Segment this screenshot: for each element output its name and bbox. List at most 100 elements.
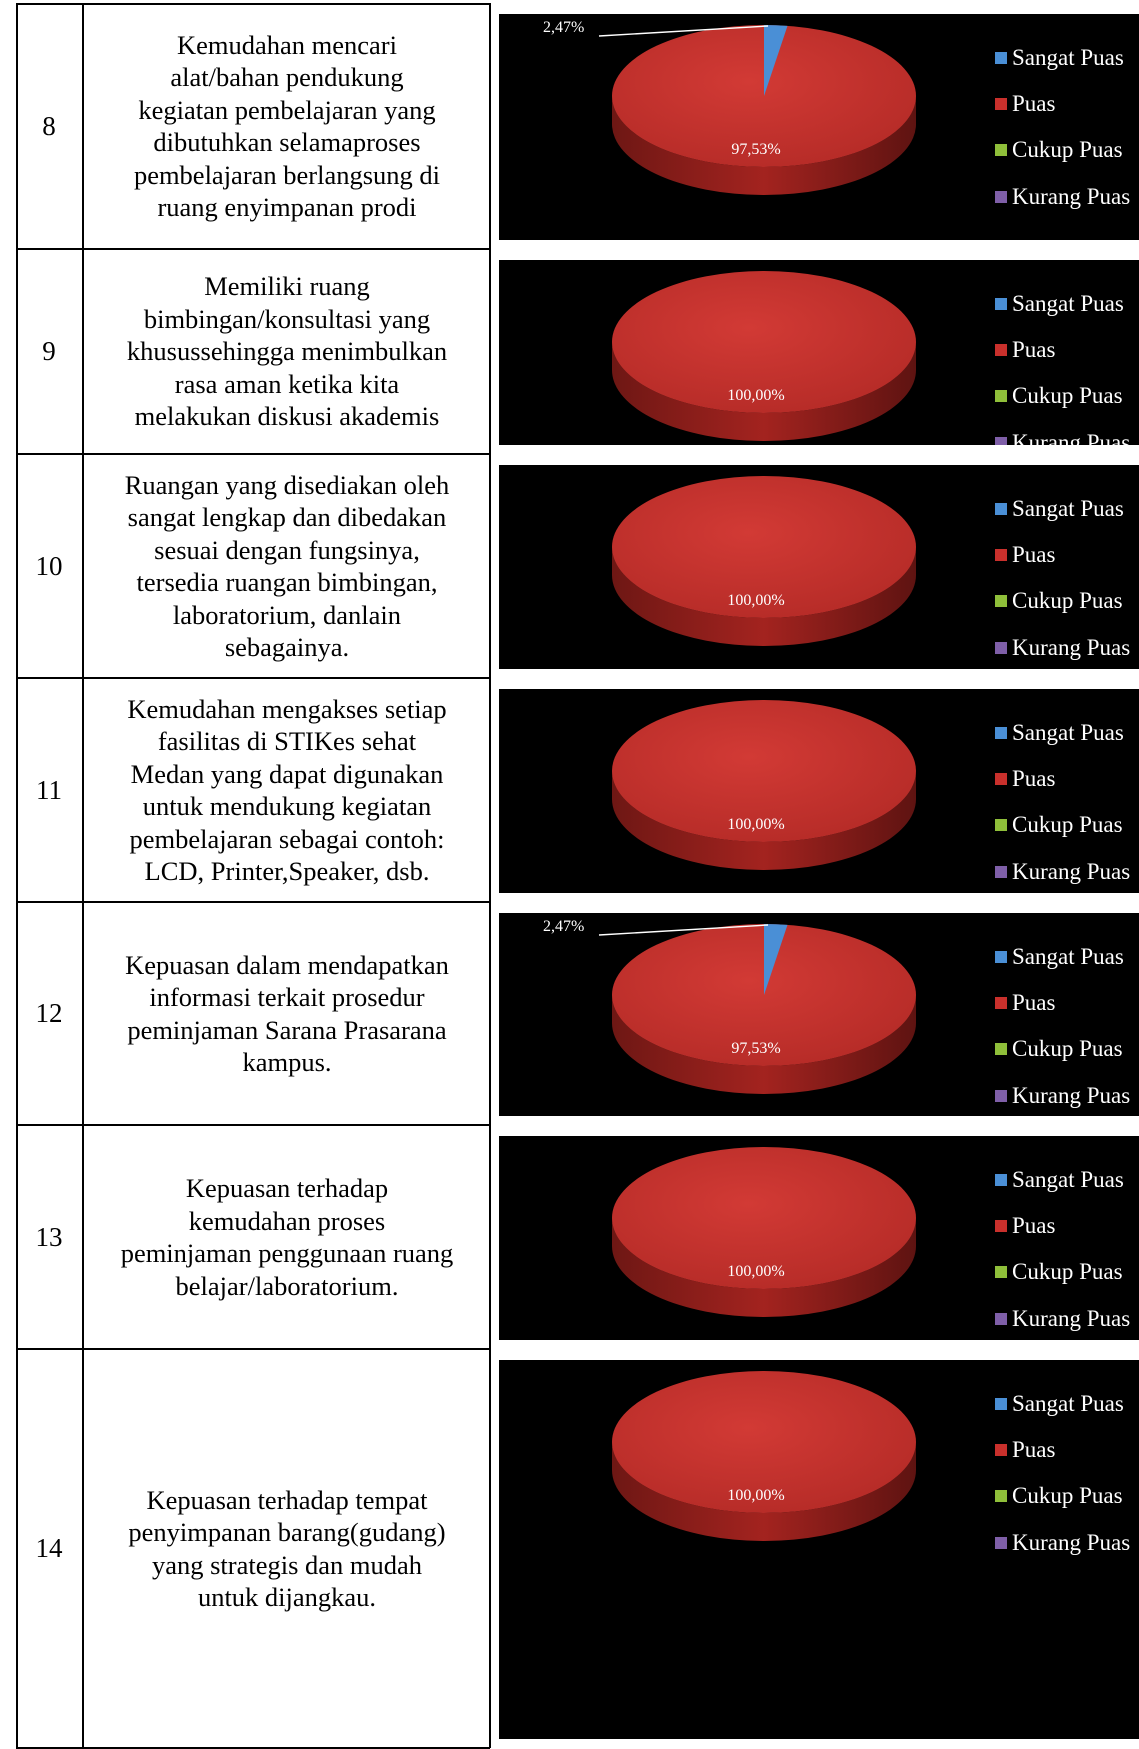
legend-item: Kurang Puas	[995, 1528, 1130, 1558]
legend-swatch	[995, 1266, 1007, 1278]
description-line: kegiatan pembelajaran yang	[138, 94, 436, 125]
legend-label: Sangat Puas	[1012, 944, 1124, 969]
legend-label: Kurang Puas	[1012, 1083, 1131, 1108]
legend-swatch	[995, 52, 1007, 64]
legend-label: Sangat Puas	[1012, 291, 1124, 316]
data-label-puas: 100,00%	[727, 816, 784, 833]
legend-label: Puas	[1012, 91, 1056, 116]
legend-item: Puas	[995, 1435, 1055, 1465]
data-label-sangat-puas: 2,47%	[543, 19, 584, 36]
data-label-puas: 97,53%	[731, 1040, 780, 1057]
legend-item: Cukup Puas	[995, 381, 1123, 411]
pie-chart-svg: 100,00%	[612, 700, 916, 870]
survey-table: 8 Kemudahan mencari alat/bahan pendukung ke…	[16, 3, 1139, 1749]
legend-label: Kurang Puas	[1012, 859, 1131, 884]
row-description: Ruangan yang disediakan oleh sangat lengk…	[84, 454, 490, 678]
legend-label: Kurang Puas	[1012, 635, 1131, 660]
legend-swatch	[995, 1090, 1007, 1102]
legend-label: Sangat Puas	[1012, 1167, 1124, 1192]
data-label-puas: 100,00%	[727, 387, 784, 404]
description-line: Kemudahan mencari	[176, 29, 397, 60]
row-number: 8	[42, 110, 56, 141]
description-line: Ruangan yang disediakan oleh	[124, 469, 450, 500]
table-row: 8 Kemudahan mencari alat/bahan pendukung ke…	[16, 3, 1139, 249]
legend-swatch	[995, 298, 1007, 310]
table-grid-line	[16, 901, 490, 903]
legend-item: Puas	[995, 1211, 1055, 1241]
legend-item: Cukup Puas	[995, 810, 1123, 840]
legend-item: Puas	[995, 89, 1055, 119]
legend-label: Sangat Puas	[1012, 45, 1124, 70]
pie-slice-puas	[612, 1147, 916, 1289]
description-line: sangat lengkap dan dibedakan	[127, 502, 447, 532]
description-line: khusussehingga menimbulkan	[126, 336, 448, 367]
legend-swatch	[995, 951, 1007, 963]
legend-item: Puas	[995, 764, 1055, 794]
description-line: Kepuasan terhadap	[185, 1173, 389, 1203]
legend-label: Cukup Puas	[1012, 1036, 1123, 1061]
legend-item: Kurang Puas	[995, 1304, 1130, 1334]
legend-label: Sangat Puas	[1012, 496, 1124, 521]
description-line: sebagainya.	[224, 632, 350, 662]
legend-label: Cukup Puas	[1012, 588, 1123, 613]
pie-side	[612, 995, 916, 1094]
pie-slice-puas	[612, 1371, 916, 1513]
legend-swatch	[995, 1398, 1007, 1410]
legend-swatch	[995, 997, 1007, 1009]
pie-slice-sangat-puas	[764, 924, 788, 995]
legend-item: Cukup Puas	[995, 1481, 1123, 1511]
row-number: 10	[35, 550, 63, 581]
description-line: Kemudahan mengakses setiap	[127, 693, 447, 724]
legend-item: Kurang Puas	[995, 1081, 1130, 1111]
legend-item: Sangat Puas	[995, 1389, 1124, 1419]
pie-slice-puas	[612, 700, 916, 842]
description-line: pembelajaran berlangsung di	[133, 159, 441, 190]
legend-swatch	[995, 98, 1007, 110]
table-grid-line	[82, 3, 84, 1748]
row-description: Kemudahan mencari alat/bahan pendukung keg…	[84, 3, 490, 249]
legend-item: Sangat Puas	[995, 718, 1124, 748]
legend-swatch	[995, 144, 1007, 156]
legend-item: Sangat Puas	[995, 43, 1124, 73]
leader-line	[598, 25, 769, 37]
table-row: 12 Kepuasan dalam mendapatkan informasi te…	[16, 902, 1139, 1125]
table-row: 14 Kepuasan terhadap tempat penyimpanan ba…	[16, 1349, 1139, 1748]
legend-label: Cukup Puas	[1012, 1483, 1123, 1508]
legend-item: Cukup Puas	[995, 586, 1123, 616]
legend-label: Cukup Puas	[1012, 812, 1123, 837]
legend-label: Puas	[1012, 1213, 1056, 1238]
description-line: alat/bahan pendukung	[170, 62, 404, 92]
description-line: untuk dijangkau.	[197, 1582, 377, 1612]
pie-chart-svg: 100,00%	[612, 1147, 916, 1317]
pie-chart-svg: 2,47% 97,53%	[543, 918, 916, 1094]
legend-swatch	[995, 866, 1007, 878]
legend-swatch	[995, 642, 1007, 654]
pie-side	[612, 771, 916, 870]
pie-side	[612, 1218, 916, 1317]
legend-item: Puas	[995, 540, 1055, 570]
pie-chart: 100,00% Sangat Puas Puas Cukup Puas Kurang P…	[499, 1360, 1139, 1739]
row-number: 13	[35, 1221, 63, 1252]
legend-label: Cukup Puas	[1012, 383, 1123, 408]
row-number: 9	[42, 336, 56, 366]
row-description: Memiliki ruang bimbingan/konsultasi yang k…	[84, 249, 490, 454]
table-row: 9 Memiliki ruang bimbingan/konsultasi yang…	[16, 249, 1139, 454]
legend-swatch	[995, 390, 1007, 402]
data-label-puas: 100,00%	[727, 1487, 784, 1504]
legend-label: Kurang Puas	[1012, 1530, 1131, 1555]
legend-item: Sangat Puas	[995, 942, 1124, 972]
pie-side	[612, 342, 916, 441]
pie-chart: 100,00% Sangat Puas Puas Cukup Puas Kurang P…	[499, 689, 1139, 893]
pie-side	[612, 1442, 916, 1541]
legend-swatch	[995, 1174, 1007, 1186]
description-line: kampus.	[242, 1047, 332, 1077]
description-line: kemudahan proses	[188, 1205, 386, 1236]
description-line: dibutuhkan selamaproses	[153, 127, 421, 157]
description-line: rasa aman ketika kita	[174, 368, 400, 399]
legend-swatch	[995, 503, 1007, 515]
legend-label: Cukup Puas	[1012, 1259, 1123, 1284]
description-line: informasi terkait prosedur	[149, 982, 425, 1012]
pie-chart-svg: 2,47% 97,53%	[543, 19, 916, 195]
description-line: Kepuasan dalam mendapatkan	[125, 949, 449, 980]
legend-item: Sangat Puas	[995, 1165, 1124, 1195]
